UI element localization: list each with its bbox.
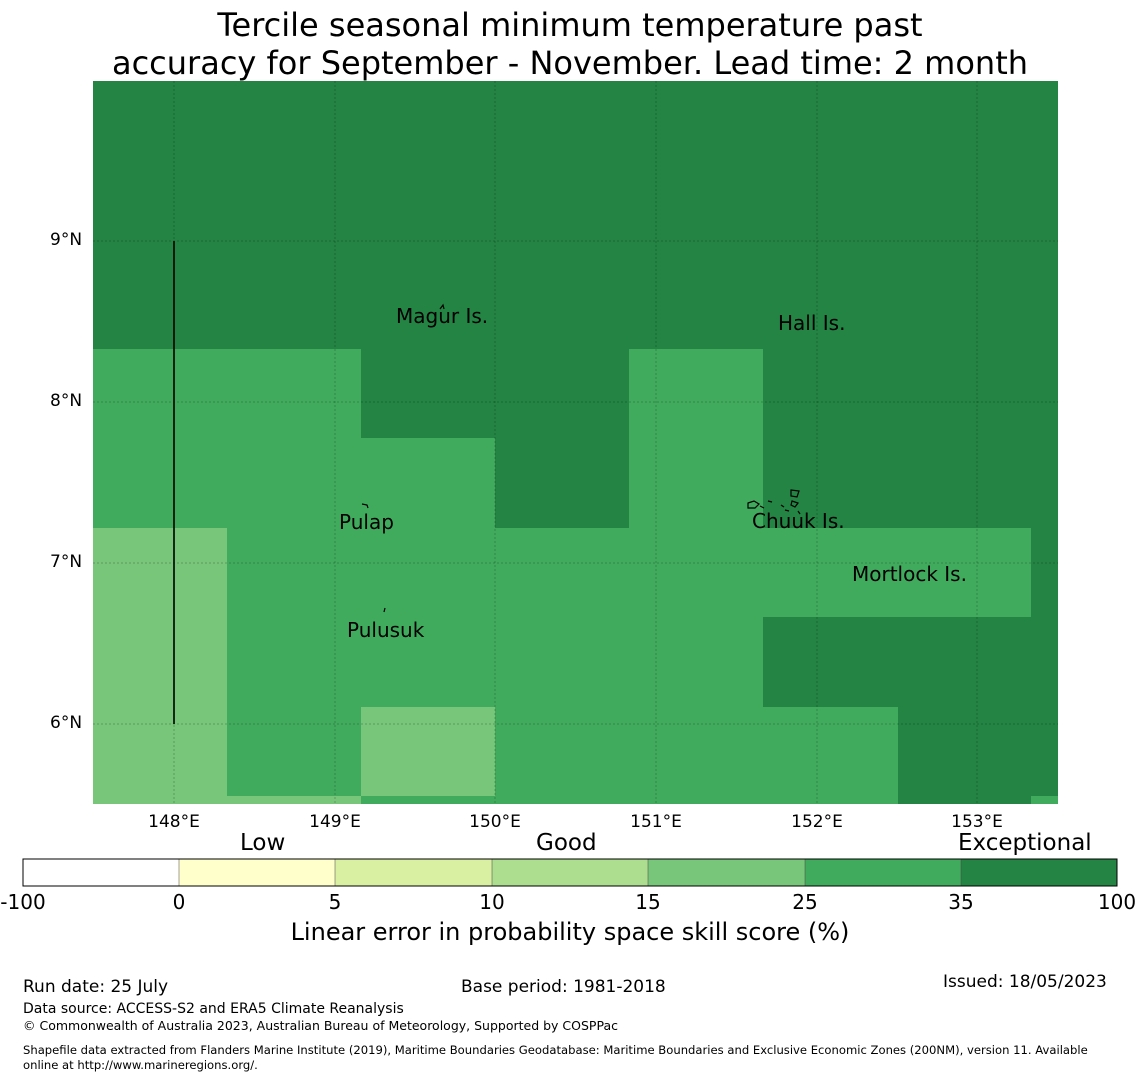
place-label-pulusuk: Pulusuk [347,618,425,642]
colorbar-tick: 5 [328,890,342,914]
lon-label: 148°E [148,812,200,832]
lon-label: 149°E [309,812,361,832]
data-source: Data source: ACCESS-S2 and ERA5 Climate … [23,1001,404,1017]
copyright: © Commonwealth of Australia 2023, Austra… [23,1018,618,1033]
lon-label: 152°E [791,812,843,832]
lon-label: 151°E [630,812,682,832]
shapefile-credit-url: online at http://www.marineregions.org/. [23,1058,258,1072]
place-label-pulap: Pulap [339,510,394,534]
island-outlines [361,303,801,613]
lat-label: 7°N [50,552,83,572]
colorbar-tick: 15 [635,890,661,914]
region-good [93,528,495,804]
colorbar-tick: 35 [948,890,974,914]
lon-label: 150°E [469,812,521,832]
region-exceptional-lower [763,617,1058,804]
lon-label: 153°E [951,812,1003,832]
colorbar-tick: -100 [0,890,46,914]
place-label-chuuk: Chuuk Is. [752,509,845,533]
lat-label: 9°N [50,230,83,250]
place-label-magur: Magur Is. [396,304,489,328]
base-period: Base period: 1981-2018 [461,977,666,997]
legend-category-good: Good [536,830,597,856]
place-label-mortlock: Mortlock Is. [852,562,967,586]
colorbar-tick: 100 [1097,890,1137,914]
map-title-line-2: accuracy for September - November. Lead … [111,44,1029,82]
lat-label: 8°N [50,391,83,411]
graticule [93,81,1058,804]
map-title-line-1: Tercile seasonal minimum temperature pas… [217,6,923,44]
legend-category-low: Low [240,830,286,856]
colorbar-tick: 25 [792,890,818,914]
colorbar-tick: 0 [172,890,186,914]
lat-label: 6°N [50,713,83,733]
colorbar-tick: 10 [479,890,505,914]
colorbar [22,858,1118,887]
colorbar-title: Linear error in probability space skill … [290,918,850,946]
place-label-hall: Hall Is. [778,311,846,335]
run-date: Run date: 25 July [23,977,169,997]
legend-category-exceptional: Exceptional [958,830,1092,856]
issued-date: Issued: 18/05/2023 [943,972,1107,992]
shapefile-credit: Shapefile data extracted from Flanders M… [23,1043,1088,1057]
